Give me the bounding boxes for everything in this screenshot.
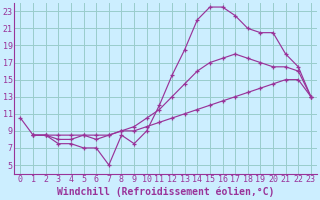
X-axis label: Windchill (Refroidissement éolien,°C): Windchill (Refroidissement éolien,°C) [57, 187, 274, 197]
